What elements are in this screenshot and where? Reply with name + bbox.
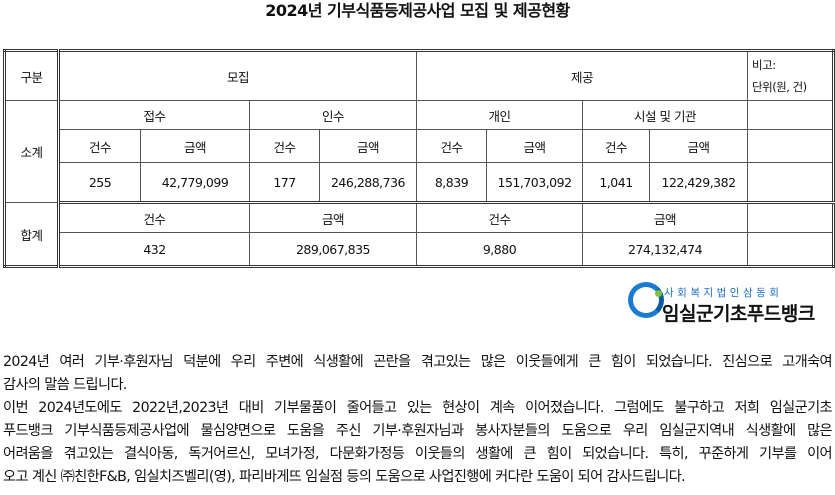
logo-name: 임실군기초푸드뱅크 <box>662 303 815 325</box>
count-header: 건수 <box>58 129 141 163</box>
paragraph-line: 푸드뱅크 기부식품등제공사업에 물심양면으로 도움을 주신 기부·후원자님과 봉… <box>3 423 833 439</box>
amount-header: 금액 <box>248 202 418 233</box>
header-gubun: 구분 <box>4 50 60 101</box>
count-header: 건수 <box>58 202 250 233</box>
thanks-paragraph: 2024년 여러 기부·후원자님 덕분에 우리 주변에 식생활에 곤란을 겪고있… <box>3 351 833 489</box>
hapgye-value: 274,132,474 <box>582 232 749 267</box>
foodbank-logo: 사회복지법인삼동회 임실군기초푸드뱅크 <box>628 281 828 326</box>
sub-jeopsu: 접수 <box>58 100 250 130</box>
bigo-label: 비고: <box>752 58 776 72</box>
unit-label: 단위(원, 건) <box>752 80 807 94</box>
sogye-value: 8,839 <box>416 162 488 204</box>
sogye-value: 255 <box>58 162 141 204</box>
bigo-cell <box>747 202 835 233</box>
sub-gaein: 개인 <box>416 100 584 130</box>
paragraph-line: 오고 계신 ㈜친한F&B, 임실치즈벨리(영), 파리바게뜨 임실점 등의 도움… <box>3 469 686 485</box>
logo-dot-icon <box>655 290 662 297</box>
sogye-value: 1,041 <box>582 162 651 204</box>
hapgye-value: 432 <box>58 232 250 267</box>
paragraph-line: 어려움을 겪고있는 결식아동, 독거어르신, 모녀가정, 다문화가정등 이웃들의… <box>3 446 833 462</box>
amount-header: 금액 <box>318 129 418 163</box>
count-header: 건수 <box>416 129 488 163</box>
bigo-cell <box>747 232 835 267</box>
logo-ring-icon <box>628 282 664 318</box>
count-header: 건수 <box>249 129 320 163</box>
amount-header: 금액 <box>582 202 749 233</box>
sogye-value: 151,703,092 <box>486 162 584 204</box>
sogye-value: 122,429,382 <box>649 162 749 204</box>
bigo-cell <box>747 100 835 130</box>
row-sogye-label: 소계 <box>4 100 60 203</box>
count-header: 건수 <box>416 202 584 233</box>
sogye-value: 42,779,099 <box>140 162 250 204</box>
header-mojip: 모집 <box>57 50 418 101</box>
hapgye-value: 289,067,835 <box>248 232 418 267</box>
count-header: 건수 <box>582 129 651 163</box>
sub-insu: 인수 <box>248 100 418 130</box>
row-hapgye-label: 합계 <box>4 202 60 267</box>
header-bigo: 비고: 단위(원, 건) <box>747 50 835 101</box>
paragraph-line: 감사의 말씀 드립니다. <box>3 377 127 393</box>
hapgye-value: 9,880 <box>416 232 584 267</box>
page-title: 2024년 기부식품등제공사업 모집 및 제공현황 <box>265 1 570 20</box>
sogye-value: 177 <box>249 162 320 204</box>
amount-header: 금액 <box>486 129 584 163</box>
bigo-cell <box>747 129 835 163</box>
sub-siseol: 시설 및 기관 <box>582 100 749 130</box>
bigo-cell <box>747 162 835 204</box>
header-jegong: 제공 <box>416 50 749 101</box>
amount-header: 금액 <box>140 129 250 163</box>
paragraph-line: 이번 2024년도에도 2022년,2023년 대비 기부물품이 줄어들고 있는… <box>3 400 833 416</box>
logo-subtitle: 사회복지법인삼동회 <box>664 287 783 299</box>
paragraph-line: 2024년 여러 기부·후원자님 덕분에 우리 주변에 식생활에 곤란을 겪고있… <box>3 354 833 370</box>
sogye-value: 246,288,736 <box>318 162 418 204</box>
amount-header: 금액 <box>649 129 749 163</box>
status-table: 구분 모집 제공 비고: 단위(원, 건) 소계 접수 인수 개인 시설 및 기관… <box>3 49 835 268</box>
